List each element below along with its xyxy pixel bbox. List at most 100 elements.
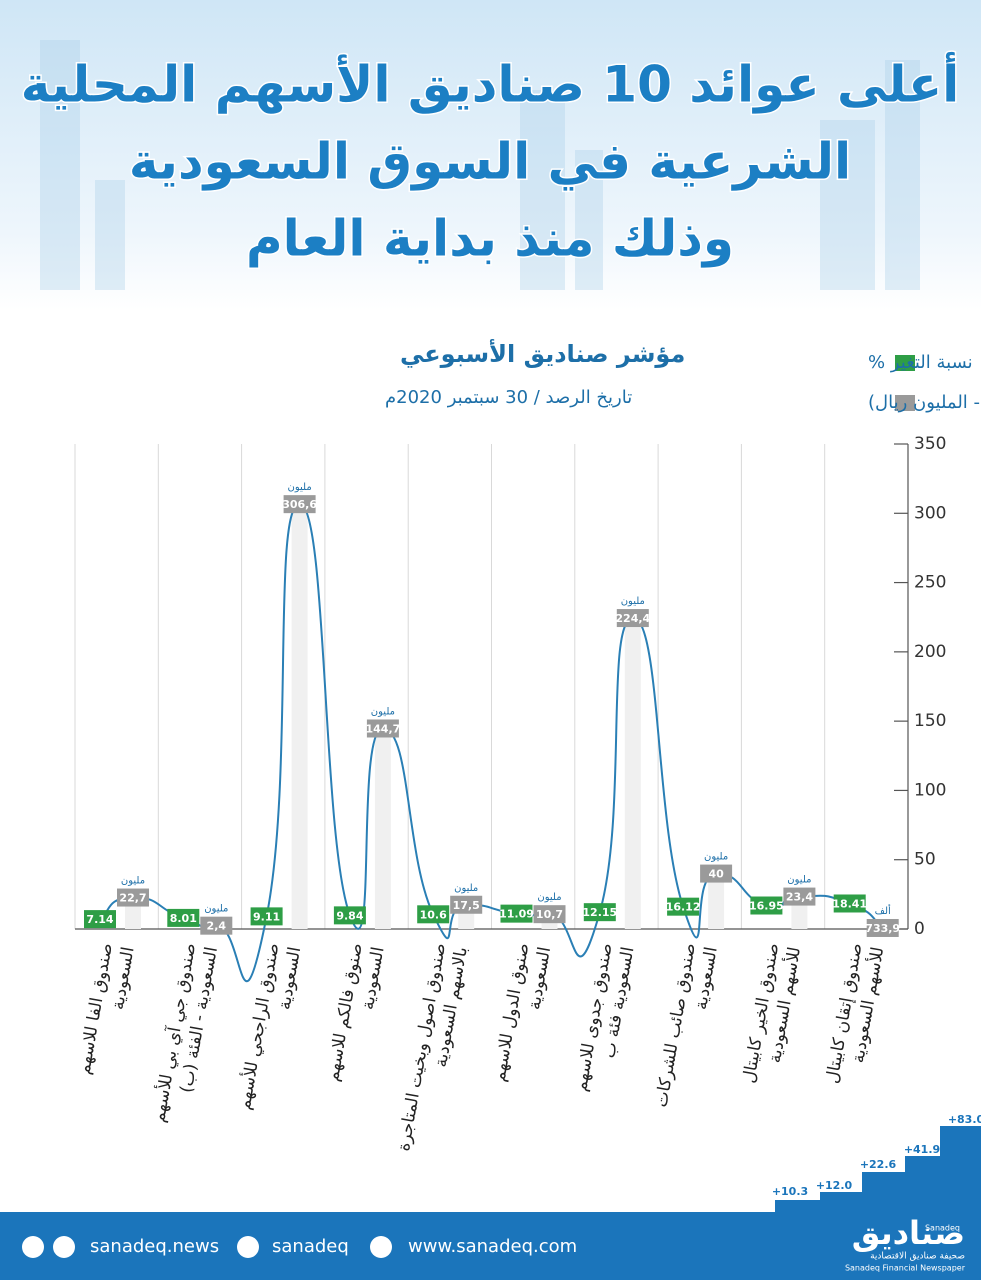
y-tick-label: 300 [914,503,946,523]
x-tick-label: صنوق فالكم للاسهمالسعودية [323,942,389,1087]
tagline: صحيفة صناديق الاقتصادية [870,1252,965,1262]
change-marker [167,908,200,927]
unit-label: مليون [454,883,478,894]
asset-marker [533,905,566,924]
web-icon[interactable] [370,1236,392,1258]
x-tick-label: صندوق الفا للاسهمالسعودية [74,942,138,1080]
y-tick-label: 0 [914,919,925,939]
asset-marker [616,609,649,628]
tagline-latin: Sanadeq Financial Newspaper [845,1264,966,1273]
asset-label: 23,4 [786,891,813,904]
asset-label: 22,7 [119,892,146,905]
change-label: 9.11 [253,910,280,923]
asset-label: 2,4 [207,920,227,933]
asset-label: 10,7 [536,908,563,921]
x-tick-label: صندوق الخير كابيتالللأسهم السعودية [739,942,805,1089]
y-tick-label: 350 [914,434,946,454]
change-marker [833,894,866,913]
twitter-icon[interactable] [237,1236,259,1258]
unit-label: مليون [204,904,228,915]
plot: 0 50 100 150 200 250 300 350 7.14 8.01 9.11 9.84 10.… [74,434,946,1157]
footer-link[interactable]: www.sanadeq.com [408,1236,577,1257]
asset-bar [374,728,391,929]
asset-label: 144,7 [366,722,401,735]
step-label: +22.6 [860,1158,897,1171]
x-tick-line: صندوق الراجحي للأسهم [234,941,284,1111]
x-tick-label: صندوق اصول وبخيت المتاجرةبالاسهم السعودي… [394,942,472,1157]
change-label: 7.14 [86,913,113,926]
logo: صناديق [852,1214,965,1252]
logo-latin: Sanadeq [925,1224,960,1233]
unit-label: مليون [371,706,395,717]
change-label: 16.95 [749,900,784,913]
step-label: +10.3 [772,1185,808,1198]
y-tick-label: 50 [914,850,936,870]
unit-label: مليون [621,596,645,607]
steps [775,1126,981,1212]
title-line: الشرعية في السوق السعودية [129,133,851,192]
title-line: وذلك منذ بداية العام [246,210,734,269]
asset-label: 306,6 [282,498,317,511]
footer-link[interactable]: sanadeq [272,1236,349,1257]
legend-swatch [895,395,915,411]
chart-subtitle: تاريخ الرصد / 30 سبتمبر 2020م [385,387,632,408]
change-marker [500,904,533,923]
chart-title: مؤشر صناديق الأسبوعي [400,339,685,368]
unit-label: مليون [537,892,561,903]
change-label: 8.01 [170,912,197,925]
unit-label: مليون [121,876,145,887]
change-marker [84,910,116,929]
x-tick-label: صندوق إتقان كابيتالللأسهم السعودية [822,942,888,1089]
x-tick-line: صنوق فالكم للاسهم [323,942,367,1084]
x-tick-label: صندوق جدوى للاسهمالسعودية فئة ب [571,942,638,1097]
x-tick-label: صندوق جي آي بي للأسهمالسعودية - الفئة (ب… [147,941,222,1128]
connecting-line [99,503,884,983]
instagram-icon[interactable] [53,1236,75,1258]
asset-label: 224,4 [615,612,650,625]
x-tick-label: صندوق الراجحي للأسهمالسعودية [234,941,306,1115]
asset-marker [200,916,233,935]
unit-label: مليون [704,852,728,863]
step-label: +41.9 [904,1143,940,1156]
y-tick-label: 150 [914,711,946,731]
change-label: 16.12 [666,901,701,914]
asset-label: 733,9 [865,922,900,935]
change-marker [667,897,700,916]
change-label: 10.6 [420,908,447,921]
y-tick-label: 200 [914,642,946,662]
unit-label: مليون [287,482,311,493]
asset-bar [624,618,641,929]
legend: نسبة التغير % حجم الأصول (بالألف - المليو… [868,352,981,413]
asset-marker [783,887,816,906]
change-label: 11.09 [499,908,534,921]
asset-marker [450,895,483,914]
footer-bar [0,1212,981,1280]
x-tick-line: صنوق الدول للاسهم [489,942,533,1084]
skyline [40,40,920,290]
change-marker [417,905,450,924]
asset-bar [708,873,725,929]
legend-label: نسبة التغير % [868,352,973,373]
change-label: 12.15 [582,906,617,919]
x-tick-label: صندوق صائب للشركاتالسعودية [652,942,722,1113]
legend-label: حجم الأصول (بالألف - المليون ريال) [868,391,981,413]
change-marker [750,896,783,915]
legend-swatch [895,355,915,371]
footer-link[interactable]: sanadeq.news [90,1236,219,1257]
change-label: 9.84 [336,909,363,922]
header-bg [0,0,981,310]
asset-label: 40 [708,868,724,881]
facebook-icon[interactable] [22,1236,44,1258]
asset-marker [866,918,899,937]
title-line: أعلى عوائد 10 صناديق الأسهم المحلية [21,52,960,115]
asset-marker [283,495,316,514]
step-label: +83.0 [948,1113,981,1126]
change-marker [583,903,616,922]
asset-bar [291,504,308,929]
asset-marker [366,719,399,738]
asset-marker [117,888,149,907]
asset-label: 17,5 [453,899,480,912]
x-tick-line: صندوق صائب للشركات [652,942,701,1109]
step-label: +12.0 [816,1179,853,1192]
